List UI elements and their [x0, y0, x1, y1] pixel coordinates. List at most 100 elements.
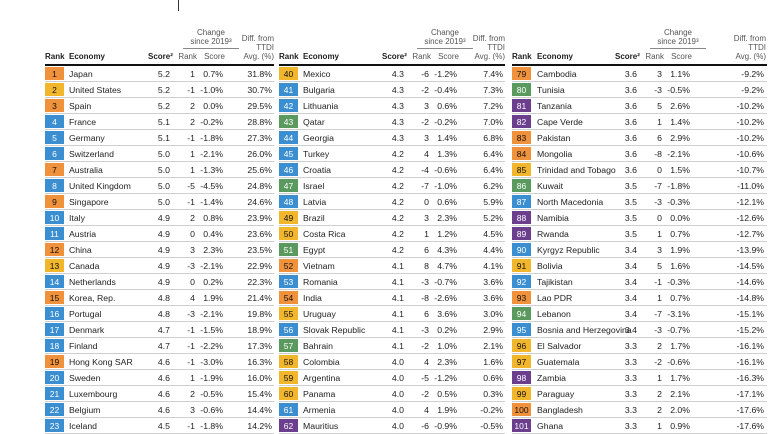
- header-group-line: [650, 48, 706, 49]
- table-body: 79 Cambodia 3.6 3 1.1% -9.2% 80 Tunisia 3.6 -3 -0.…: [512, 66, 767, 434]
- score-value: 3.6: [624, 69, 637, 79]
- rank-badge: 21: [45, 387, 64, 400]
- change-score-value: -1.5%: [200, 325, 223, 335]
- economy-name: Brazil: [303, 213, 325, 223]
- change-rank-value: -1: [187, 341, 195, 351]
- table-row: 40 Mexico 4.3 -6 -1.2% 7.4%: [279, 66, 505, 82]
- change-rank-value: -7: [654, 309, 662, 319]
- diff-value: 25.6%: [247, 165, 272, 175]
- score-value: 4.2: [391, 181, 404, 191]
- change-rank-value: 4: [190, 293, 195, 303]
- score-value: 3.4: [624, 245, 637, 255]
- change-score-value: 0.6%: [437, 197, 457, 207]
- change-score-value: -1.0%: [200, 85, 223, 95]
- score-value: 5.0: [157, 149, 170, 159]
- change-rank-value: -3: [187, 261, 195, 271]
- change-score-value: -1.0%: [434, 181, 457, 191]
- change-score-value: -0.7%: [434, 277, 457, 287]
- change-score-value: 0.8%: [203, 213, 223, 223]
- diff-value: -16.1%: [736, 341, 764, 351]
- economy-name: Guatemala: [537, 357, 580, 367]
- table-row: 52 Vietnam 4.1 8 4.7% 4.1%: [279, 258, 505, 274]
- header-group-line: [417, 48, 473, 49]
- change-rank-value: 5: [657, 261, 662, 271]
- change-score-value: -0.4%: [434, 85, 457, 95]
- change-rank-value: 2: [657, 341, 662, 351]
- score-value: 4.0: [391, 421, 404, 431]
- rank-badge: 101: [512, 419, 531, 432]
- change-score-value: 1.7%: [670, 341, 690, 351]
- economy-name: North Macedonia: [537, 197, 604, 207]
- economy-name: Sweden: [69, 373, 101, 383]
- change-rank-value: -1: [187, 197, 195, 207]
- rank-badge: 99: [512, 387, 531, 400]
- rank-badge: 52: [279, 259, 298, 272]
- score-value: 4.3: [391, 133, 404, 143]
- change-rank-value: 3: [657, 69, 662, 79]
- score-value: 4.2: [391, 165, 404, 175]
- change-rank-value: 2: [657, 389, 662, 399]
- rank-badge: 8: [45, 179, 64, 192]
- diff-value: 0.3%: [483, 389, 503, 399]
- table-row: 1 Japan 5.2 1 0.7% 31.8%: [45, 66, 274, 82]
- score-value: 4.5: [157, 421, 170, 431]
- score-value: 3.6: [624, 117, 637, 127]
- diff-value: -16.3%: [736, 373, 764, 383]
- diff-value: 27.3%: [247, 133, 272, 143]
- score-value: 5.1: [157, 133, 170, 143]
- rank-badge: 53: [279, 275, 298, 288]
- table-body: 40 Mexico 4.3 -6 -1.2% 7.4% 41 Bulgaria 4.3 -2 -0.…: [279, 66, 505, 434]
- table-row: 47 Israel 4.2 -7 -1.0% 6.2%: [279, 178, 505, 194]
- economy-name: Lebanon: [537, 309, 571, 319]
- table-row: 53 Romania 4.1 -3 -0.7% 3.6%: [279, 274, 505, 290]
- table-row: 90 Kyrgyz Republic 3.4 3 1.9% -13.9%: [512, 242, 767, 258]
- change-rank-value: 6: [424, 245, 429, 255]
- change-score-value: 2.6%: [670, 101, 690, 111]
- change-score-value: -0.3%: [667, 197, 690, 207]
- table-body: 1 Japan 5.2 1 0.7% 31.8% 2 United States 5.2 -1 -1…: [45, 66, 274, 434]
- score-value: 4.6: [157, 357, 170, 367]
- score-value: 4.9: [157, 229, 170, 239]
- rank-badge: 54: [279, 291, 298, 304]
- economy-name: Argentina: [303, 373, 341, 383]
- rank-badge: 4: [45, 115, 64, 128]
- change-rank-value: 3: [424, 133, 429, 143]
- change-score-value: -3.0%: [200, 357, 223, 367]
- header-change-score: Score: [438, 52, 459, 61]
- score-value: 4.2: [391, 245, 404, 255]
- table-row: 42 Lithuania 4.3 3 0.6% 7.2%: [279, 98, 505, 114]
- change-rank-value: 3: [657, 245, 662, 255]
- change-rank-value: -3: [187, 309, 195, 319]
- table-row: 95 Bosnia and Herzegovina 3.4 -3 -0.7% -15.2%: [512, 322, 767, 338]
- economy-name: Vietnam: [303, 261, 335, 271]
- table-row: 99 Paraguay 3.3 2 2.1% -17.1%: [512, 386, 767, 402]
- economy-name: Bulgaria: [303, 85, 335, 95]
- diff-value: -10.7%: [736, 165, 764, 175]
- change-rank-value: -2: [421, 389, 429, 399]
- table-row: 41 Bulgaria 4.3 -2 -0.4% 7.3%: [279, 82, 505, 98]
- rank-badge: 3: [45, 99, 64, 112]
- change-score-value: 0.7%: [670, 293, 690, 303]
- table-row: 22 Belgium 4.6 3 -0.6% 14.4%: [45, 402, 274, 418]
- change-rank-value: -5: [421, 373, 429, 383]
- diff-value: 3.0%: [483, 309, 503, 319]
- change-rank-value: 1: [190, 373, 195, 383]
- score-value: 3.5: [624, 213, 637, 223]
- economy-name: Costa Rica: [303, 229, 346, 239]
- score-value: 5.2: [157, 101, 170, 111]
- score-value: 5.0: [157, 165, 170, 175]
- header-change-group: Change since 2019³: [424, 28, 466, 46]
- economy-name: Rwanda: [537, 229, 569, 239]
- score-value: 4.0: [391, 357, 404, 367]
- header-economy: Economy: [303, 52, 340, 61]
- change-rank-value: 3: [424, 213, 429, 223]
- score-value: 4.9: [157, 213, 170, 223]
- diff-value: 17.3%: [247, 341, 272, 351]
- rank-badge: 14: [45, 275, 64, 288]
- header-change-score: Score: [204, 52, 225, 61]
- score-value: 4.8: [157, 293, 170, 303]
- diff-value: -12.6%: [736, 213, 764, 223]
- economy-name: Croatia: [303, 165, 332, 175]
- diff-value: 24.8%: [247, 181, 272, 191]
- change-rank-value: 2: [190, 117, 195, 127]
